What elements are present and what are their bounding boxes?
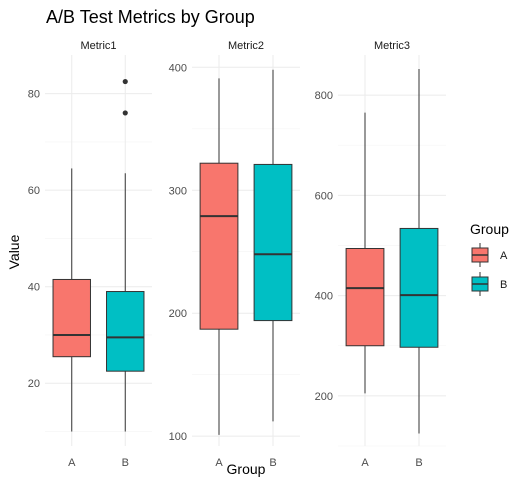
facet-metric2: Metric2 100 200 300 400 A B <box>169 40 300 469</box>
box-a <box>345 247 385 347</box>
y-axis-title: Value <box>6 234 22 269</box>
y-tick-label: 400 <box>315 291 333 303</box>
facet-label: Metric3 <box>374 40 410 52</box>
x-tick-label: B <box>269 457 276 469</box>
y-tick-label: 200 <box>315 391 333 403</box>
y-tick-label: 200 <box>169 308 187 320</box>
facet-metric3: Metric3 200 400 600 800 A B <box>315 40 446 469</box>
x-tick-label: A <box>68 457 76 469</box>
y-tick-label: 20 <box>28 378 40 390</box>
x-tick-label: A <box>215 457 223 469</box>
legend-key-a: A <box>471 242 508 268</box>
y-tick-label: 600 <box>315 190 333 202</box>
x-tick-label: A <box>361 457 369 469</box>
y-tick-label: 80 <box>28 89 40 101</box>
y-tick-label: 800 <box>315 90 333 102</box>
facet-metric1: Metric1 20 40 60 80 A B <box>28 40 152 469</box>
facet-label: Metric2 <box>228 40 264 52</box>
box-b <box>399 227 439 348</box>
legend-label: A <box>500 250 508 262</box>
x-tick-label: B <box>122 457 129 469</box>
outlier-point <box>122 110 128 116</box>
x-axis-title: Group <box>227 461 266 477</box>
y-tick-label: 40 <box>28 282 40 294</box>
y-tick-label: 100 <box>169 431 187 443</box>
legend-label: B <box>500 279 507 291</box>
facet-label: Metric1 <box>80 40 116 52</box>
box-b <box>106 291 145 372</box>
legend-key-b: B <box>471 271 507 297</box>
legend-title: Group <box>470 221 509 237</box>
legend: Group A B <box>470 221 509 297</box>
box-a <box>52 278 91 358</box>
x-tick-label: B <box>415 457 422 469</box>
chart-title: A/B Test Metrics by Group <box>46 7 255 27</box>
box-b <box>253 163 293 322</box>
y-tick-label: 400 <box>169 62 187 74</box>
outlier-point <box>122 78 128 85</box>
box-a <box>199 162 239 330</box>
y-tick-label: 60 <box>28 185 40 197</box>
y-tick-label: 300 <box>169 185 187 197</box>
